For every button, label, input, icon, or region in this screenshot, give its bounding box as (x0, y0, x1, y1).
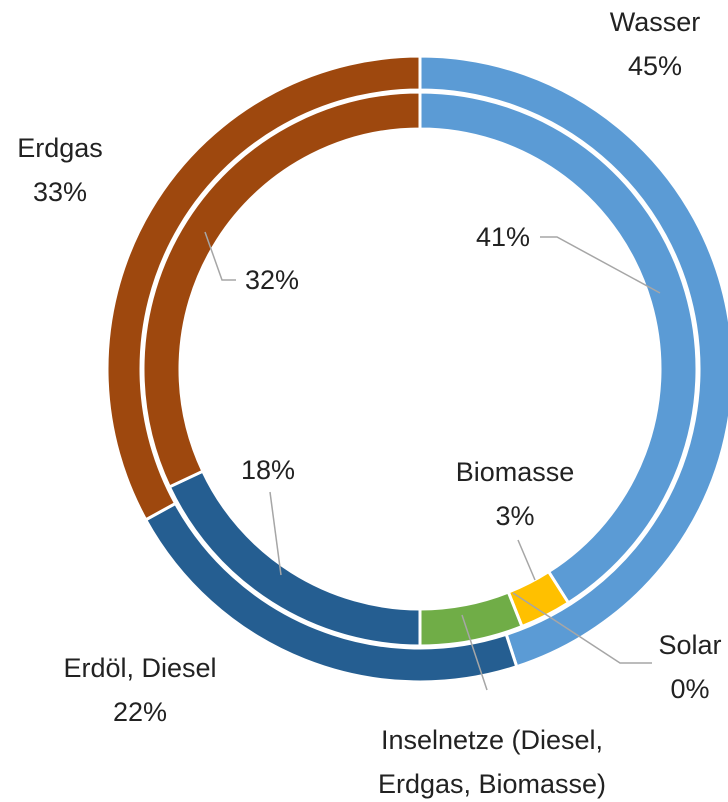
leader-line (517, 539, 536, 581)
data-label: Solar 0% (658, 623, 721, 711)
data-label: 32% (245, 258, 299, 302)
data-label: Erdöl, Diesel 22% (63, 646, 216, 734)
value-label: 0% (670, 674, 710, 704)
leader-line (269, 491, 282, 576)
value-label: 18% (240, 455, 296, 485)
data-label: 41% (476, 215, 530, 259)
value-label: 22% (112, 697, 168, 727)
data-label: Inselnetze (Diesel, Erdgas, Biomasse) (342, 718, 642, 802)
value-label: 3% (495, 501, 535, 531)
leader-line (204, 231, 236, 281)
value-label: 32% (244, 265, 300, 295)
category-label: Solar (658, 630, 722, 660)
donut-segment (105, 54, 422, 522)
data-label: Biomasse 3% (456, 450, 575, 538)
category-label: Wasser (609, 7, 701, 37)
value-label: 41% (475, 222, 531, 252)
data-label: 18% (241, 448, 295, 492)
value-label: 33% (32, 177, 88, 207)
category-label: Erdöl, Diesel (63, 653, 217, 683)
category-label: Inselnetze (Diesel, Erdgas, Biomasse) (377, 725, 607, 799)
category-label: Biomasse (455, 457, 575, 487)
data-label: Erdgas 33% (17, 126, 103, 214)
leader-line (512, 592, 652, 664)
data-label: Wasser 45% (610, 0, 701, 88)
category-label: Erdgas (17, 133, 103, 163)
value-label: 45% (627, 51, 683, 81)
donut-segment (141, 90, 422, 489)
leader-line (461, 614, 488, 691)
leader-line (540, 236, 661, 294)
